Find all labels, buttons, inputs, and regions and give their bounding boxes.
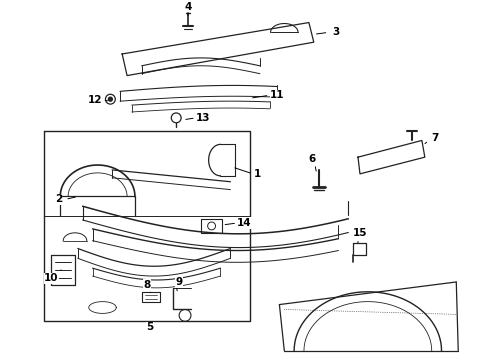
Text: 15: 15 [353, 228, 367, 238]
Text: 4: 4 [184, 2, 192, 12]
Text: 1: 1 [254, 169, 261, 179]
Text: 8: 8 [143, 280, 150, 290]
Text: 7: 7 [431, 132, 439, 143]
Text: 14: 14 [237, 218, 251, 228]
Polygon shape [122, 23, 314, 76]
Text: 9: 9 [175, 277, 183, 287]
Text: 6: 6 [308, 154, 316, 164]
Circle shape [108, 97, 112, 101]
Text: 3: 3 [333, 27, 340, 37]
Text: 11: 11 [270, 90, 285, 100]
Text: 10: 10 [44, 273, 59, 283]
Text: 5: 5 [146, 322, 153, 332]
Text: 13: 13 [196, 113, 210, 123]
Text: 12: 12 [87, 95, 102, 105]
Polygon shape [358, 140, 425, 174]
Text: 2: 2 [55, 194, 62, 204]
